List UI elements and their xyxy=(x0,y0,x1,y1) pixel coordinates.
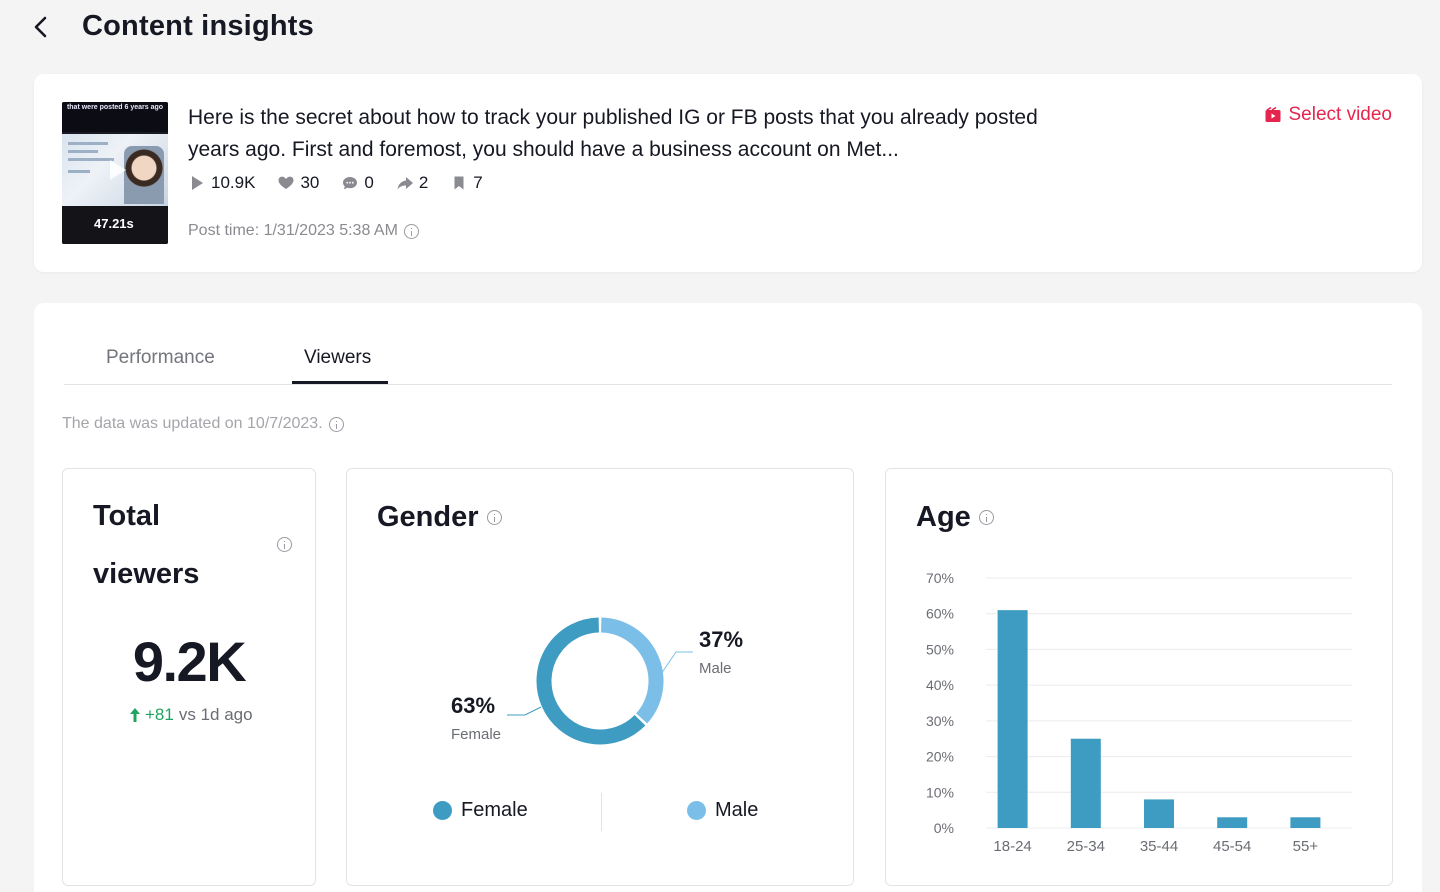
gender-title: Gender xyxy=(377,501,479,533)
comments-stat: 0 xyxy=(341,173,374,193)
y-tick-label: 40% xyxy=(926,677,954,693)
male-color-dot xyxy=(687,801,706,820)
post-time: Post time: 1/31/2023 5:38 AM xyxy=(188,222,419,240)
gender-donut-chart xyxy=(507,617,693,745)
gender-panel: Gender 37% Male 63% Female Female Male xyxy=(346,468,854,886)
female-color-dot xyxy=(433,801,452,820)
bar-55+[interactable] xyxy=(1290,817,1321,828)
shares-stat: 2 xyxy=(396,173,428,193)
gender-chart xyxy=(347,469,855,887)
comments-count: 0 xyxy=(364,173,374,192)
y-tick-label: 70% xyxy=(926,570,954,586)
gender-title-row: Gender xyxy=(377,501,502,534)
total-viewers-title: Total viewers xyxy=(93,500,200,590)
age-panel: Age 0% 10% 20% 30% 40% 50% 60% 70% 18-24 25-34 35-… xyxy=(885,468,1393,886)
x-tick-label: 18-24 xyxy=(993,838,1031,855)
delta-suffix: vs 1d ago xyxy=(178,705,253,724)
bar-35-44[interactable] xyxy=(1144,799,1174,828)
age-title: Age xyxy=(916,501,971,533)
info-icon[interactable] xyxy=(328,416,344,432)
total-viewers-delta: +81 vs 1d ago xyxy=(129,705,253,725)
age-title-row: Age xyxy=(916,501,994,534)
female-label: Female xyxy=(451,726,502,743)
info-icon[interactable] xyxy=(978,510,994,525)
page-header: Content insights xyxy=(0,0,1440,58)
thumbnail-person xyxy=(124,146,164,204)
total-viewers-value: 9.2K xyxy=(132,630,247,693)
play-icon xyxy=(110,160,126,180)
total-viewers-panel: Total viewers 9.2K +81 vs 1d ago xyxy=(62,468,316,886)
bar-18-24[interactable] xyxy=(997,610,1028,828)
select-video-label: Select video xyxy=(1288,104,1392,125)
saves-count: 7 xyxy=(473,173,483,192)
shares-count: 2 xyxy=(418,173,429,192)
chevron-left-icon xyxy=(34,16,47,38)
back-button[interactable] xyxy=(26,12,56,42)
donut-slice-male[interactable] xyxy=(600,617,664,724)
video-card: that were posted 6 years ago 47.21s Here… xyxy=(34,74,1422,272)
x-tick-label: 45-54 xyxy=(1213,838,1251,855)
video-select-icon xyxy=(1265,106,1281,122)
arrow-up-icon xyxy=(130,708,140,722)
y-tick-label: 60% xyxy=(926,606,954,622)
comment-icon xyxy=(343,177,358,190)
y-tick-label: 0% xyxy=(934,820,954,836)
heart-icon xyxy=(278,176,294,189)
male-label: Male xyxy=(699,660,732,677)
bar-25-34[interactable] xyxy=(1070,738,1101,828)
legend-male-label: Male xyxy=(715,799,759,821)
x-tick-label: 35-44 xyxy=(1140,838,1178,855)
y-tick-label: 20% xyxy=(926,749,954,765)
thumbnail-caption: that were posted 6 years ago xyxy=(62,102,168,132)
delta-value: +81 xyxy=(145,705,174,724)
info-icon[interactable] xyxy=(403,223,419,239)
insights-card: Performance Viewers The data was updated… xyxy=(34,303,1422,892)
page-title: Content insights xyxy=(82,10,314,42)
bar-45-54[interactable] xyxy=(1217,817,1248,828)
post-time-text: Post time: 1/31/2023 5:38 AM xyxy=(188,222,398,239)
donut-slice-female[interactable] xyxy=(536,617,646,745)
bookmark-icon xyxy=(454,176,464,190)
views-count: 10.9K xyxy=(211,173,256,192)
info-icon[interactable] xyxy=(486,510,502,525)
video-stats: 10.9K 30 0 2 7 xyxy=(188,173,505,193)
y-tick-label: 50% xyxy=(926,641,954,657)
x-tick-label: 25-34 xyxy=(1067,838,1105,855)
female-percentage: 63% xyxy=(451,693,496,718)
legend-divider xyxy=(601,793,602,831)
active-tab-indicator xyxy=(292,381,388,384)
age-bar-chart: 0% 10% 20% 30% 40% 50% 60% 70% 18-24 25-34 35-44 45… xyxy=(926,570,1352,855)
likes-count: 30 xyxy=(300,173,320,192)
select-video-button[interactable]: Select video xyxy=(1264,104,1392,126)
x-tick-label: 55+ xyxy=(1293,838,1319,855)
saves-stat: 7 xyxy=(450,173,483,193)
y-tick-label: 10% xyxy=(926,784,954,800)
share-icon xyxy=(397,177,413,190)
likes-stat: 30 xyxy=(277,173,319,193)
male-percentage: 37% xyxy=(699,627,744,652)
video-duration: 47.21s xyxy=(94,216,134,231)
legend-female-label: Female xyxy=(461,799,528,821)
legend-male: Male xyxy=(687,799,758,822)
tab-viewers[interactable]: Viewers xyxy=(304,347,372,368)
data-updated-text: The data was updated on 10/7/2023. xyxy=(62,415,323,432)
data-updated-note: The data was updated on 10/7/2023. xyxy=(62,415,344,433)
tab-bar: Performance Viewers xyxy=(64,333,1392,385)
y-tick-label: 30% xyxy=(926,713,954,729)
play-icon xyxy=(192,176,203,190)
legend-female: Female xyxy=(433,799,528,822)
info-icon[interactable] xyxy=(277,537,292,552)
video-thumbnail[interactable]: that were posted 6 years ago 47.21s xyxy=(62,102,168,244)
tab-performance[interactable]: Performance xyxy=(106,347,215,368)
views-stat: 10.9K xyxy=(188,173,255,193)
video-description: Here is the secret about how to track yo… xyxy=(188,106,1038,161)
